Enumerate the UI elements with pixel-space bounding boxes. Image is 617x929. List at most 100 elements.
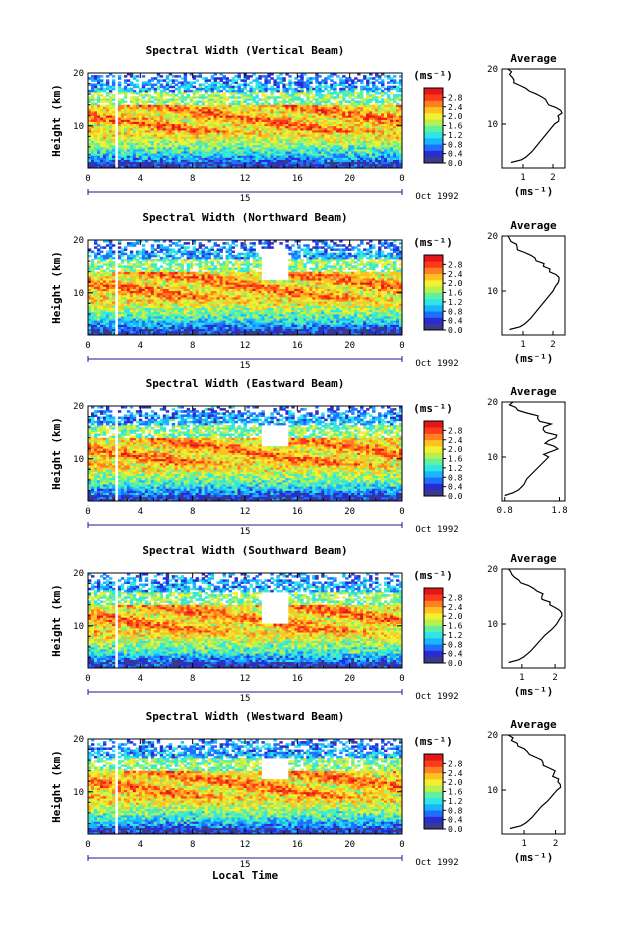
heatmap-cell: [252, 88, 255, 91]
heatmap-cell: [136, 251, 139, 254]
heatmap-cell: [246, 90, 249, 93]
heatmap-cell: [285, 84, 288, 87]
colorbar-swatch: [424, 94, 443, 101]
heatmap-cell: [363, 98, 366, 101]
heatmap-cell: [139, 270, 142, 273]
heatmap-cell: [145, 88, 148, 91]
heatmap-cell: [202, 77, 205, 80]
heatmap-cell: [184, 96, 187, 99]
heatmap-cell: [354, 100, 357, 103]
heatmap-cell: [103, 96, 106, 99]
heatmap-cell: [294, 88, 297, 91]
heatmap-cell: [354, 77, 357, 80]
heatmap-cell: [249, 103, 252, 106]
heatmap-cell: [118, 251, 121, 254]
heatmap-cell: [375, 79, 378, 82]
heatmap-cell: [97, 265, 100, 268]
heatmap-cell: [258, 75, 261, 78]
heatmap-cell: [261, 103, 264, 106]
heatmap-cell: [106, 251, 109, 254]
heatmap-cell: [91, 94, 94, 97]
heatmap-cell: [130, 81, 133, 84]
heatmap-cell: [312, 103, 315, 106]
heatmap-cell: [148, 105, 151, 108]
heatmap-cell: [232, 77, 235, 80]
heatmap-cell: [130, 242, 133, 245]
heatmap-cell: [103, 105, 106, 108]
heatmap-cell: [276, 100, 279, 103]
heatmap-cell: [88, 90, 91, 93]
heatmap-cell: [339, 96, 342, 99]
heatmap-cell: [130, 105, 133, 108]
heatmap-cell: [279, 77, 282, 80]
heatmap-cell: [387, 94, 390, 97]
heatmap-cell: [172, 75, 175, 78]
heatmap-cell: [112, 261, 115, 264]
heatmap-cell: [163, 86, 166, 89]
heatmap-cell: [142, 100, 145, 103]
heatmap-cell: [285, 100, 288, 103]
colorbar-tick-label: 1.6: [448, 122, 463, 131]
heatmap-cell: [336, 100, 339, 103]
heatmap-cell: [205, 96, 208, 99]
colorbar-swatch: [424, 151, 443, 158]
heatmap-cell: [276, 81, 279, 84]
heatmap-cell: [178, 86, 181, 89]
heatmap-cell: [333, 96, 336, 99]
heatmap-cell: [306, 77, 309, 80]
heatmap-cell: [169, 105, 172, 108]
heatmap-cell: [345, 100, 348, 103]
heatmap-cell: [100, 75, 103, 78]
heatmap-cell: [160, 75, 163, 78]
heatmap-cell: [133, 255, 136, 258]
colorbar-swatch: [424, 119, 443, 126]
heatmap-cell: [393, 79, 396, 82]
heatmap-cell: [238, 100, 241, 103]
heatmap-cell: [142, 248, 145, 251]
heatmap-cell: [378, 92, 381, 95]
heatmap-cell: [249, 75, 252, 78]
heatmap-cell: [321, 105, 324, 108]
heatmap-cell: [327, 105, 330, 108]
heatmap-cell: [88, 96, 91, 99]
heatmap-cell: [157, 79, 160, 82]
heatmap-cell: [324, 94, 327, 97]
heatmap-cell: [136, 270, 139, 273]
heatmap-cell: [357, 100, 360, 103]
heatmap-cell: [160, 84, 163, 87]
heatmap-cell: [333, 103, 336, 106]
heatmap-cell: [217, 77, 220, 80]
heatmap-cell: [112, 103, 115, 106]
heatmap-cell: [211, 81, 214, 84]
heatmap-cell: [118, 246, 121, 249]
heatmap-cell: [169, 79, 172, 82]
heatmap-cell: [181, 92, 184, 95]
heatmap-cell: [133, 84, 136, 87]
heatmap-cell: [220, 94, 223, 97]
colorbar-tick-label: 0.8: [448, 140, 463, 149]
heatmap-cell: [297, 103, 300, 106]
heatmap-cell: [91, 251, 94, 254]
heatmap-cell: [211, 75, 214, 78]
heatmap-cell: [142, 263, 145, 266]
heatmap-cell: [124, 259, 127, 262]
heatmap-cell: [241, 100, 244, 103]
heatmap-cell: [330, 79, 333, 82]
heatmap-cell: [133, 263, 136, 266]
heatmap-cell: [384, 92, 387, 95]
heatmap-cell: [199, 100, 202, 103]
heatmap-cell: [151, 100, 154, 103]
heatmap-cell: [252, 79, 255, 82]
heatmap-cell: [199, 105, 202, 108]
heatmap-cell: [246, 75, 249, 78]
heatmap-cell: [148, 79, 151, 82]
heatmap-cell: [103, 246, 106, 249]
heatmap-cell: [124, 100, 127, 103]
heatmap-cell: [229, 103, 232, 106]
heatmap-cell: [190, 90, 193, 93]
heatmap-cell: [339, 100, 342, 103]
heatmap-cell: [366, 77, 369, 80]
colorbar-swatch: [424, 101, 443, 108]
heatmap-cell: [360, 86, 363, 89]
heatmap-cell: [97, 105, 100, 108]
